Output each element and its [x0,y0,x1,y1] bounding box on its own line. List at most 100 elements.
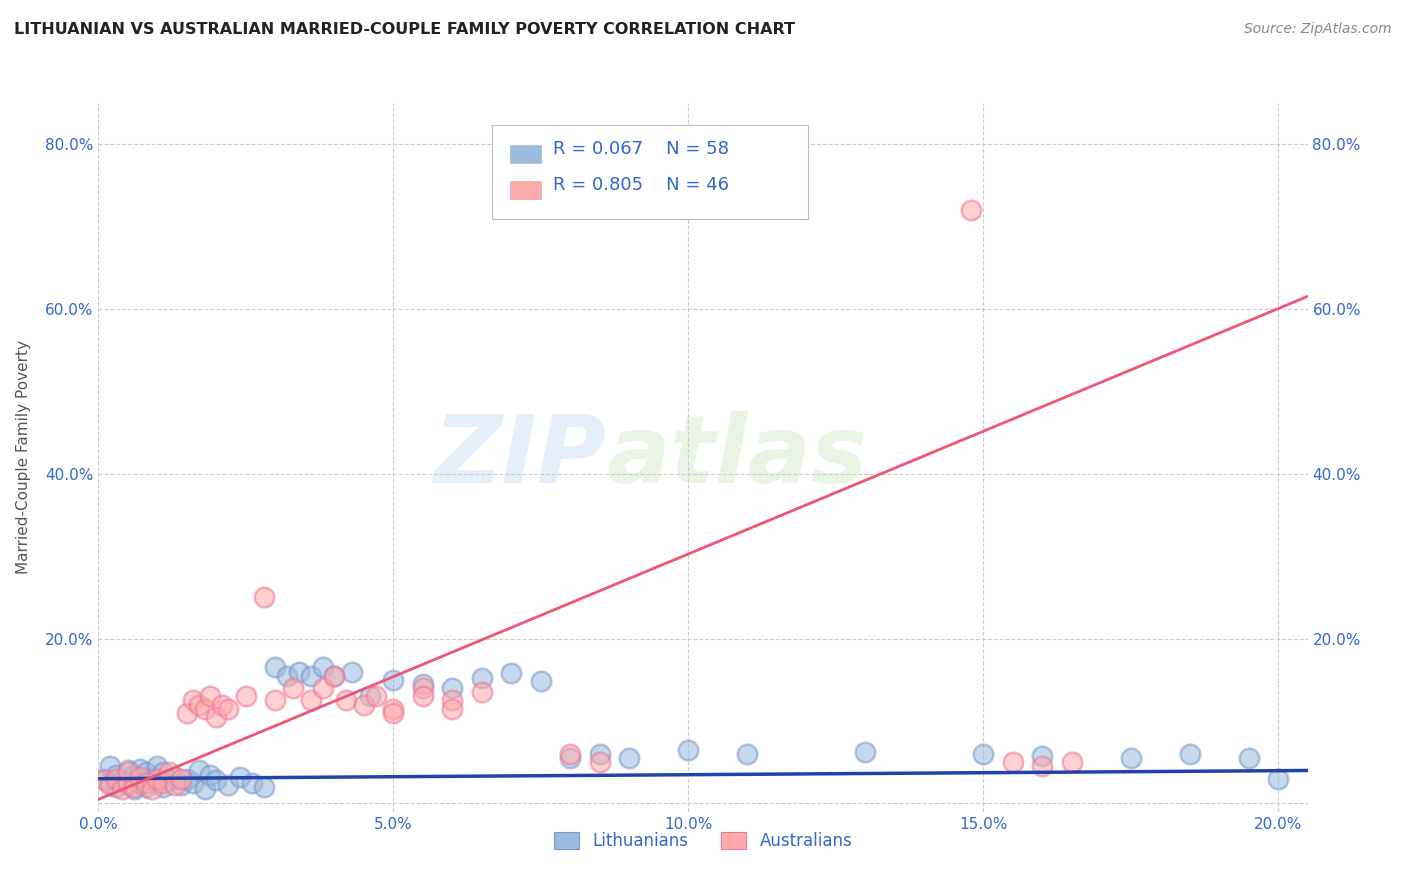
Point [501,666,523,681]
Text: ZIP: ZIP [433,411,606,503]
Point [678,743,700,757]
Point [181,776,204,790]
Point [105,780,128,794]
Point [619,751,641,765]
Point [264,660,287,674]
Point [181,693,204,707]
Point [353,698,375,712]
Point [98,778,121,792]
Point [111,781,134,796]
Point [128,762,150,776]
Point [530,674,553,689]
Point [441,693,464,707]
Point [1031,759,1053,773]
Text: Source: ZipAtlas.com: Source: ZipAtlas.com [1244,22,1392,37]
Point [382,701,405,715]
Point [1060,756,1083,770]
Point [441,701,464,715]
Point [1237,751,1260,765]
Point [382,706,405,720]
Point [960,202,983,217]
Point [471,671,494,685]
Point [299,668,322,682]
Point [972,747,994,761]
Legend: Lithuanians, Australians: Lithuanians, Australians [547,825,859,856]
Point [122,767,145,781]
Point [364,690,387,704]
Point [311,660,333,674]
Point [340,665,363,679]
Point [135,765,157,780]
Point [152,765,174,780]
Point [335,693,357,707]
Point [170,772,193,786]
Point [157,765,180,780]
Point [252,780,274,794]
Point [229,770,252,784]
Point [93,773,115,788]
Point [117,778,139,792]
Point [122,781,145,796]
Point [122,780,145,794]
Y-axis label: Married-Couple Family Poverty: Married-Couple Family Poverty [17,340,31,574]
Point [211,698,233,712]
Point [200,690,222,704]
Point [217,778,239,792]
Point [441,681,464,695]
Point [589,756,612,770]
Point [146,759,169,773]
Point [560,751,582,765]
Point [281,681,304,695]
Point [240,776,263,790]
Point [1119,751,1142,765]
Point [1031,748,1053,763]
Point [323,668,346,682]
Point [853,745,876,759]
Point [412,677,434,691]
Point [412,690,434,704]
Point [141,781,163,796]
Point [194,701,217,715]
Point [176,772,198,786]
Point [288,665,311,679]
Point [98,759,121,773]
Point [252,591,274,605]
Point [217,701,239,715]
Point [382,673,405,687]
Point [146,776,169,790]
Point [1001,756,1024,770]
Text: atlas: atlas [606,411,868,503]
Point [146,772,169,786]
Point [299,693,322,707]
Point [194,781,217,796]
Point [359,690,381,704]
Point [117,764,139,778]
Point [200,767,222,781]
Point [187,698,209,712]
Text: R = 0.805    N = 46: R = 0.805 N = 46 [553,176,728,194]
Point [135,776,157,790]
Point [170,778,193,792]
Point [98,776,121,790]
Point [471,685,494,699]
Point [152,776,174,790]
Point [589,747,612,761]
Text: R = 0.067    N = 58: R = 0.067 N = 58 [553,140,728,158]
Point [187,764,209,778]
Point [412,681,434,695]
Point [157,773,180,788]
Point [1267,772,1289,786]
Point [165,770,187,784]
Point [152,780,174,794]
Point [323,668,346,682]
Point [117,765,139,780]
Point [93,772,115,786]
Point [235,690,257,704]
Point [128,770,150,784]
Point [276,668,298,682]
Point [205,773,228,788]
Point [128,776,150,790]
Text: LITHUANIAN VS AUSTRALIAN MARRIED-COUPLE FAMILY POVERTY CORRELATION CHART: LITHUANIAN VS AUSTRALIAN MARRIED-COUPLE … [14,22,794,37]
Point [105,767,128,781]
Point [1178,747,1201,761]
